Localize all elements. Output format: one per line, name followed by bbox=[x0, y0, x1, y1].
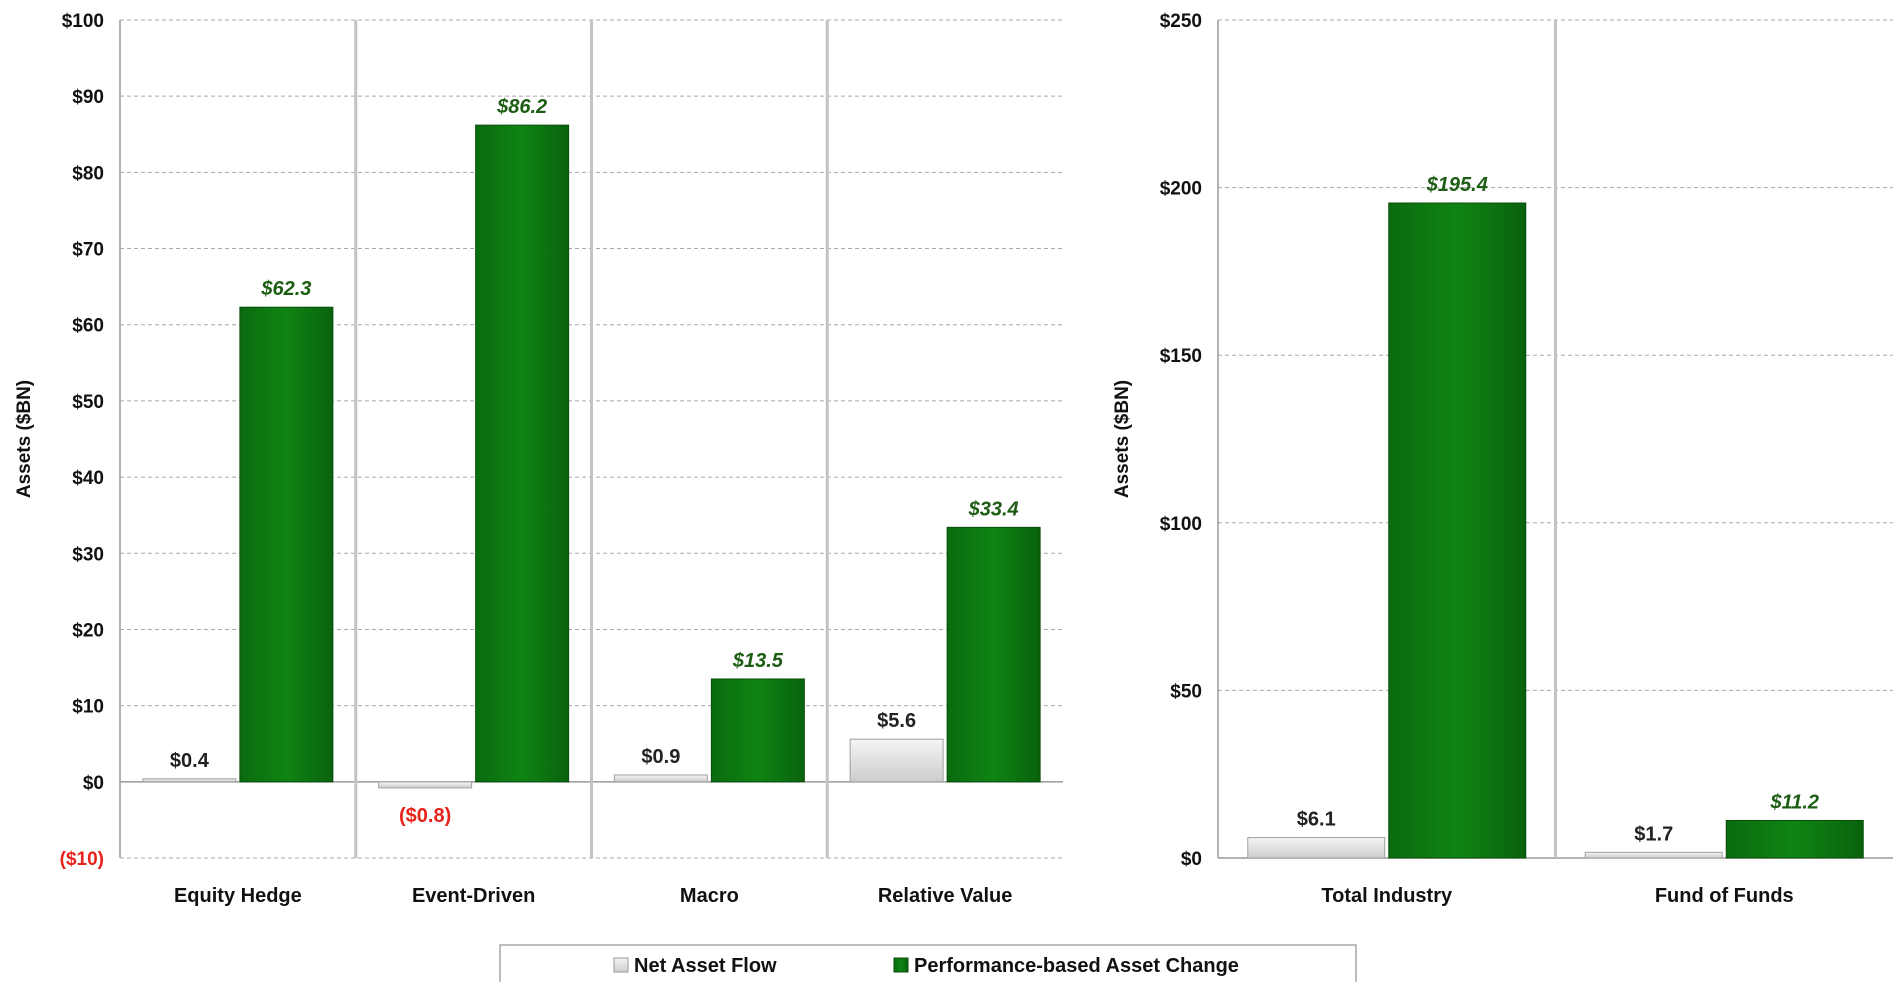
y-tick-label: $40 bbox=[72, 468, 104, 489]
net-flow-data-label-macro: $0.9 bbox=[641, 746, 680, 768]
y-tick-label: $200 bbox=[1160, 179, 1202, 200]
chart-legend: Net Asset Flow Performance-based Asset C… bbox=[499, 944, 1357, 986]
y-tick-label: $150 bbox=[1160, 346, 1202, 367]
x-category-label-relative-value: Relative Value bbox=[878, 885, 1013, 907]
legend-label-net-asset-flow: Net Asset Flow bbox=[634, 955, 777, 977]
legend-swatch-performance bbox=[893, 957, 909, 973]
y-tick-label: $50 bbox=[72, 392, 104, 413]
y-tick-label: $0 bbox=[83, 773, 104, 794]
performance-data-label-equity-hedge: $62.3 bbox=[260, 278, 311, 300]
net-flow-bar-equity-hedge bbox=[142, 778, 237, 783]
net-flow-data-label-fund-of-funds: $1.7 bbox=[1634, 823, 1673, 845]
net-flow-bar-relative-value bbox=[849, 738, 944, 783]
net-flow-bar-total-industry bbox=[1247, 837, 1386, 859]
y-axis-label: Assets ($BN) bbox=[1112, 380, 1133, 498]
right-chart-panel: $0 $50 $100 $150 $200 $250 Assets ($BN) Total I… bbox=[1112, 11, 1893, 907]
left-chart-panel: ($10) $0 $10 $20 $30 $40 $50 $60 $70 $80 $90 $100 As… bbox=[14, 11, 1063, 907]
performance-bar-equity-hedge bbox=[239, 306, 334, 783]
performance-bar-relative-value bbox=[946, 526, 1041, 783]
net-flow-data-label-total-industry: $6.1 bbox=[1297, 809, 1336, 831]
y-tick-label: $250 bbox=[1160, 11, 1202, 32]
y-tick-label: $70 bbox=[72, 240, 104, 261]
performance-data-label-fund-of-funds: $11.2 bbox=[1769, 791, 1819, 813]
y-tick-label: $60 bbox=[72, 316, 104, 337]
net-flow-data-label-relative-value: $5.6 bbox=[877, 710, 916, 732]
y-tick-label: $20 bbox=[72, 620, 104, 641]
x-category-label-event-driven: Event-Driven bbox=[412, 885, 535, 907]
x-category-label-total-industry: Total Industry bbox=[1321, 885, 1453, 907]
y-tick-label: $100 bbox=[62, 11, 104, 32]
y-tick-label: ($10) bbox=[60, 849, 104, 870]
legend-label-performance: Performance-based Asset Change bbox=[914, 955, 1239, 977]
net-flow-bar-fund-of-funds bbox=[1584, 851, 1723, 859]
performance-bar-total-industry bbox=[1388, 202, 1527, 859]
x-category-label-fund-of-funds: Fund of Funds bbox=[1655, 885, 1794, 907]
legend-box bbox=[499, 944, 1357, 986]
x-category-label-macro: Macro bbox=[680, 885, 739, 907]
performance-data-label-event-driven: $86.2 bbox=[496, 96, 547, 118]
legend-swatch-net-asset-flow bbox=[613, 957, 629, 973]
performance-bar-fund-of-funds bbox=[1725, 819, 1864, 859]
y-tick-label: $90 bbox=[72, 87, 104, 108]
performance-bar-event-driven bbox=[475, 124, 570, 783]
net-flow-data-label-event-driven: ($0.8) bbox=[399, 805, 451, 827]
net-flow-bar-event-driven bbox=[378, 781, 473, 789]
x-category-label-equity-hedge: Equity Hedge bbox=[174, 885, 302, 907]
y-tick-label: $100 bbox=[1160, 514, 1202, 535]
net-flow-bar-macro bbox=[613, 774, 708, 783]
net-flow-data-label-equity-hedge: $0.4 bbox=[170, 750, 210, 772]
y-tick-label: $80 bbox=[72, 163, 104, 184]
performance-data-label-total-industry: $195.4 bbox=[1426, 174, 1488, 196]
performance-data-label-macro: $13.5 bbox=[732, 650, 784, 672]
performance-bar-macro bbox=[710, 678, 805, 783]
y-tick-label: $10 bbox=[72, 697, 104, 718]
performance-data-label-relative-value: $33.4 bbox=[968, 498, 1019, 520]
y-axis-label: Assets ($BN) bbox=[14, 380, 35, 498]
y-tick-label: $0 bbox=[1181, 849, 1202, 870]
y-tick-label: $50 bbox=[1170, 681, 1202, 702]
y-tick-label: $30 bbox=[72, 544, 104, 565]
